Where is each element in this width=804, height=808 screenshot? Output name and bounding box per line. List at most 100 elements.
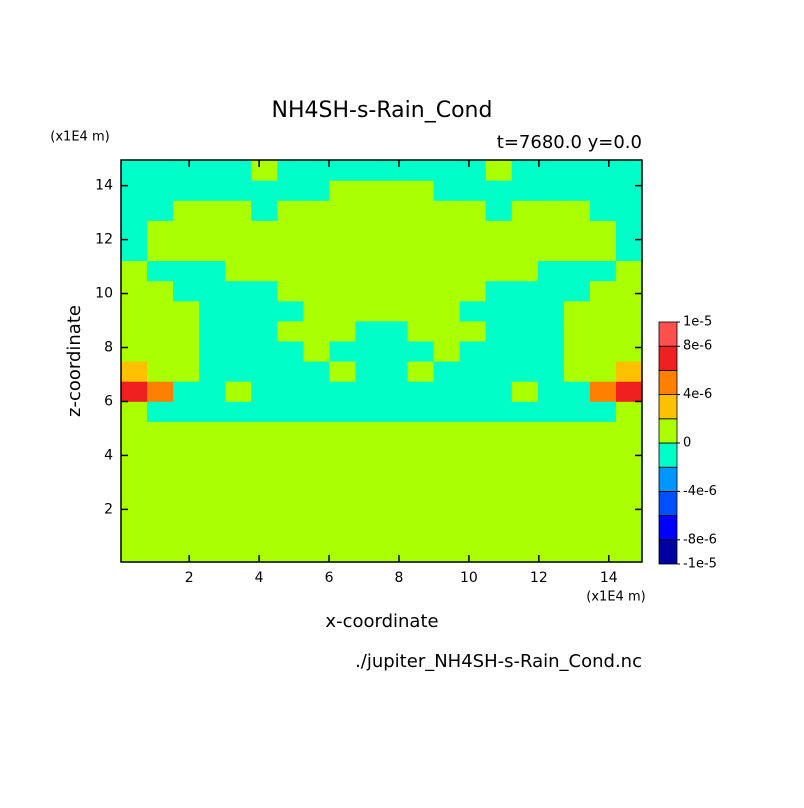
contour-cell (511, 501, 539, 523)
contour-cell (303, 280, 330, 302)
contour-cell (459, 481, 487, 503)
contour-cell (615, 320, 643, 342)
contour-cell (433, 260, 461, 282)
contour-cell (563, 361, 591, 382)
contour-cell (251, 220, 278, 241)
contour-cell (563, 401, 591, 422)
contour-cell (563, 461, 591, 483)
contour-cell (225, 300, 252, 322)
y-tick-label: 14 (95, 178, 113, 194)
colorbar-tick-label: 1e-5 (683, 315, 712, 330)
contour-cell (329, 501, 357, 523)
contour-cell (537, 260, 565, 282)
contour-cell (303, 160, 330, 181)
contour-cell (615, 300, 643, 322)
contour-cell (303, 200, 330, 221)
contour-cell (147, 481, 174, 503)
contour-cell (355, 521, 383, 543)
contour-cell (147, 381, 174, 402)
contour-cell (329, 340, 357, 362)
contour-cell (147, 340, 174, 362)
contour-cell (589, 381, 617, 402)
contour-cell (537, 320, 565, 342)
contour-cell (173, 180, 200, 201)
contour-cell (277, 280, 304, 302)
contour-cell (459, 421, 487, 442)
contour-cell (381, 340, 409, 362)
x-tick-label: 10 (460, 570, 478, 586)
contour-cell (173, 381, 200, 402)
x-tick-label: 14 (600, 570, 618, 586)
contour-cell (225, 361, 252, 382)
contour-cell (615, 240, 643, 262)
contour-cell (277, 260, 304, 282)
contour-cell (563, 481, 591, 503)
contour-cell (277, 160, 304, 181)
contour-cell (121, 300, 148, 322)
contour-cell (225, 260, 252, 282)
contour-cell (121, 260, 148, 282)
contour-cell (355, 180, 383, 201)
contour-cell (407, 541, 435, 563)
colorbar-band (658, 490, 678, 516)
contour-cell (251, 401, 278, 422)
contour-cell (537, 381, 565, 402)
contour-cell (485, 240, 513, 262)
contour-cell (407, 381, 435, 402)
contour-cell (537, 180, 565, 201)
x-tick-label: 4 (255, 570, 264, 586)
contour-cell (381, 381, 409, 402)
contour-cell (589, 401, 617, 422)
contour-cell (173, 421, 200, 442)
contour-cell (615, 280, 643, 302)
contour-cell (277, 501, 304, 523)
contour-cell (277, 481, 304, 503)
contour-cell (121, 220, 148, 241)
contour-cell (381, 421, 409, 442)
contour-cell (225, 441, 252, 463)
contour-cell (589, 240, 617, 262)
contour-cell (433, 461, 461, 483)
contour-cell (355, 441, 383, 463)
contour-cell (303, 381, 330, 402)
contour-cell (589, 461, 617, 483)
contour-cell (615, 340, 643, 362)
contour-cell (433, 280, 461, 302)
contour-cell (121, 240, 148, 262)
contour-cell (537, 340, 565, 362)
contour-cell (277, 200, 304, 221)
contour-cell (459, 381, 487, 402)
y-tick-label: 10 (95, 286, 113, 302)
contour-cell (355, 340, 383, 362)
contour-cell (537, 200, 565, 221)
contour-cell (277, 461, 304, 483)
contour-cell (173, 220, 200, 241)
contour-cell (173, 280, 200, 302)
contour-cell (251, 521, 278, 543)
contour-cell (225, 401, 252, 422)
contour-cell (407, 200, 435, 221)
contour-cell (537, 421, 565, 442)
contour-cell (511, 160, 539, 181)
contour-cell (407, 521, 435, 543)
contour-cell (407, 320, 435, 342)
contour-cell (303, 361, 330, 382)
contour-cell (563, 521, 591, 543)
contour-cell (459, 541, 487, 563)
contour-cell (329, 240, 357, 262)
contour-cell (537, 240, 565, 262)
contour-cell (511, 461, 539, 483)
contour-cell (121, 180, 148, 201)
contour-cell (277, 401, 304, 422)
y-tick-label: 8 (104, 340, 113, 356)
contour-cell (537, 441, 565, 463)
contour-cell (459, 200, 487, 221)
contour-cell (485, 320, 513, 342)
contour-cell (485, 421, 513, 442)
contour-cell (459, 280, 487, 302)
contour-cell (615, 481, 643, 503)
contour-cell (303, 320, 330, 342)
colorbar-band (658, 466, 678, 492)
contour-cell (355, 160, 383, 181)
contour-cell (381, 300, 409, 322)
